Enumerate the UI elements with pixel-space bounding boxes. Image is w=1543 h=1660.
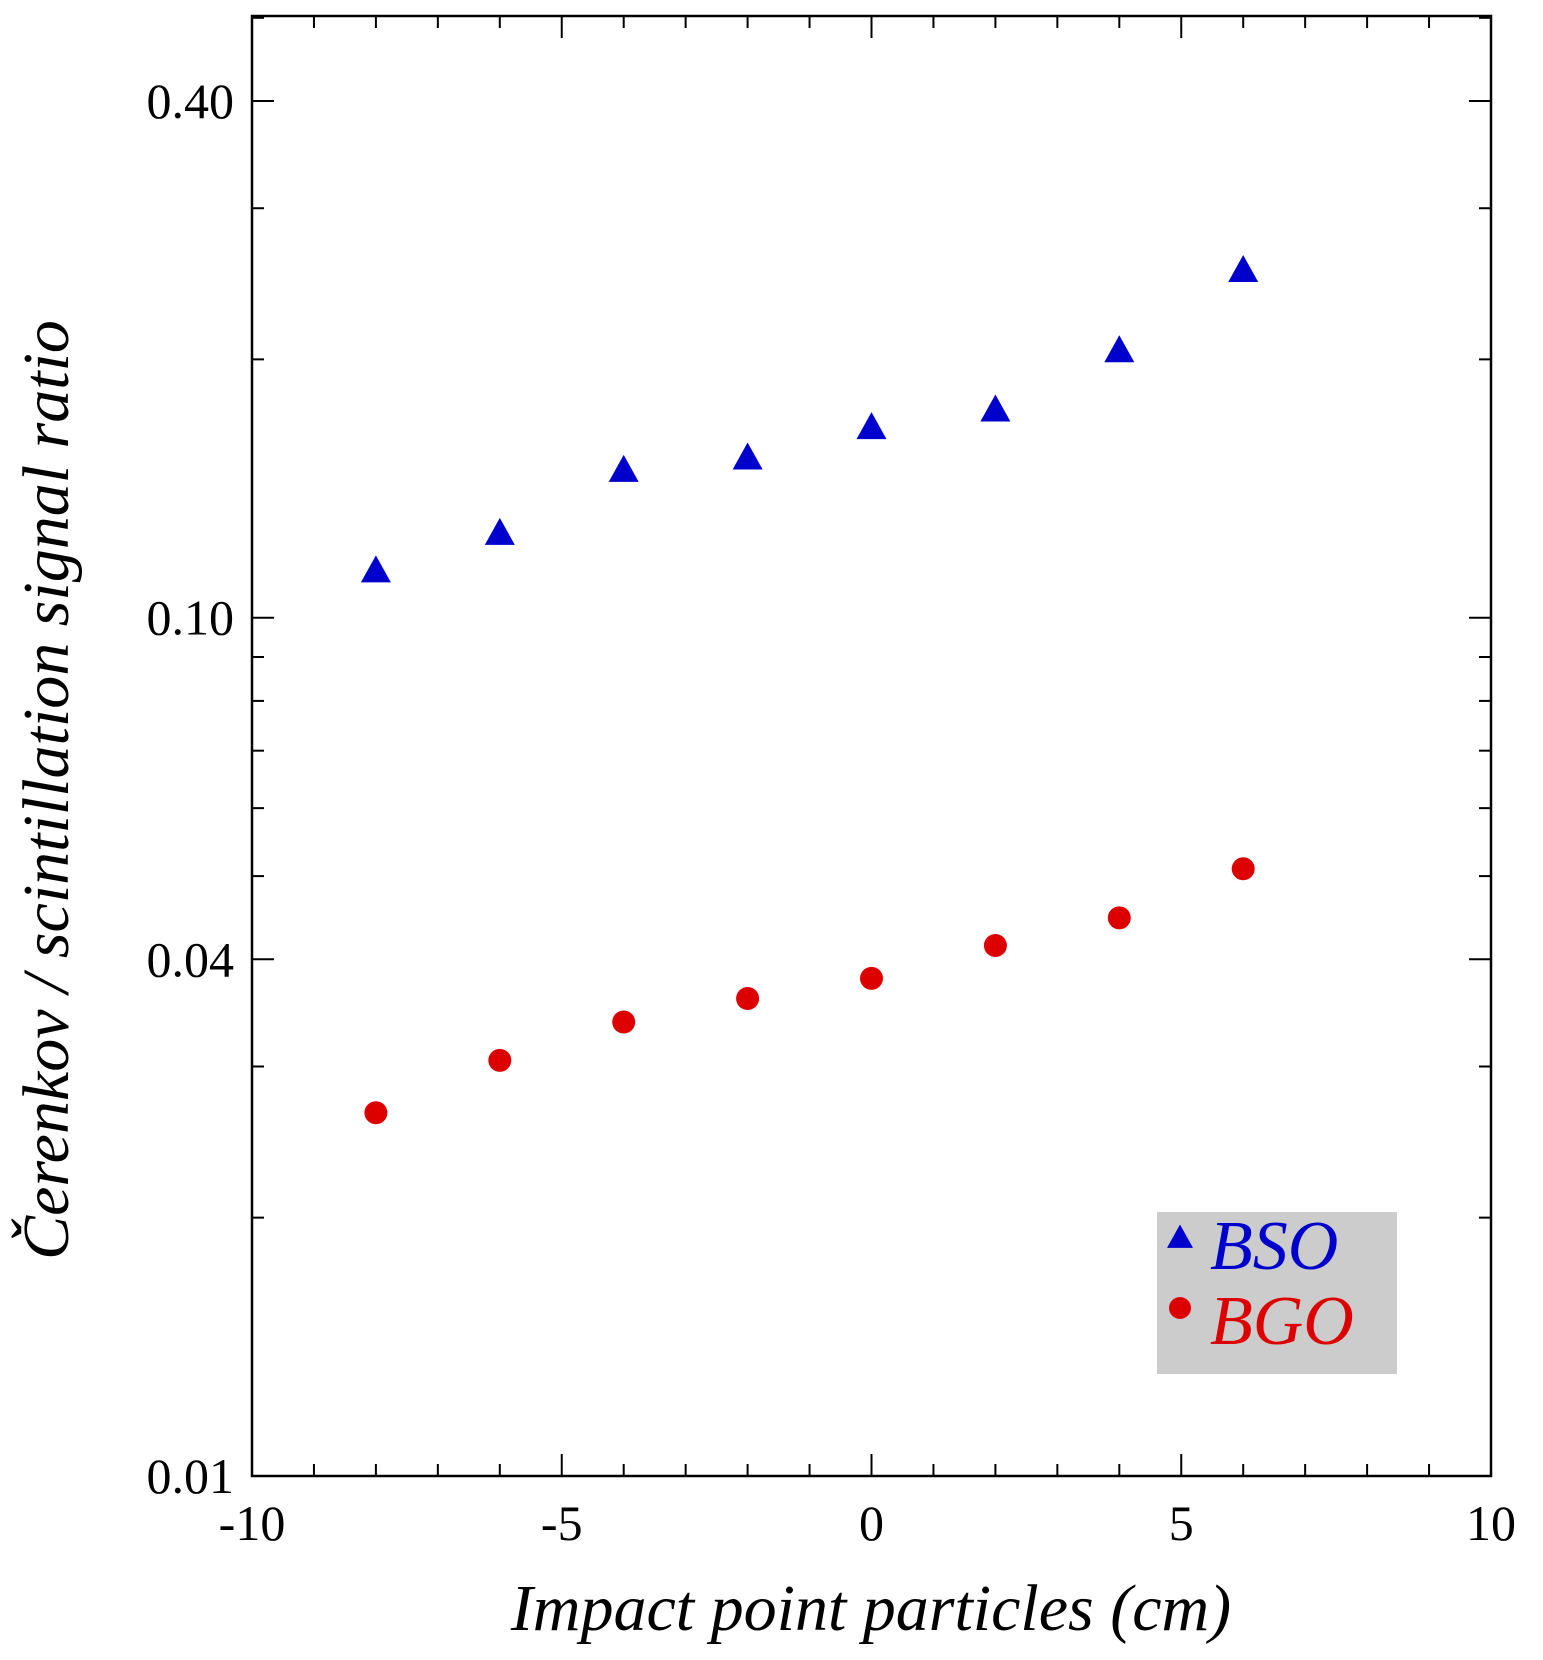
data-point-bso — [484, 517, 515, 545]
x-tick-label: 0 — [859, 1495, 884, 1551]
data-point-bso — [360, 555, 391, 583]
x-axis-title: Impact point particles (cm) — [510, 1572, 1231, 1645]
legend-background — [1157, 1212, 1397, 1374]
data-point-bgo — [736, 987, 760, 1011]
y-tick-label: 0.10 — [147, 590, 235, 646]
y-tick-label: 0.04 — [147, 931, 235, 987]
data-point-bso — [1104, 335, 1135, 363]
data-point-bso — [980, 394, 1011, 422]
data-point-bgo — [612, 1010, 636, 1034]
x-tick-label: -10 — [219, 1495, 286, 1551]
data-point-bso — [1228, 255, 1259, 283]
data-point-bgo — [1231, 857, 1255, 881]
data-point-bso — [732, 442, 763, 470]
data-point-bgo — [364, 1101, 388, 1125]
data-point-bso — [608, 454, 639, 482]
data-point-bgo — [1107, 906, 1131, 930]
legend-marker-bgo — [1169, 1297, 1191, 1319]
data-point-bgo — [860, 966, 883, 990]
legend-label-bgo: BGO — [1210, 1283, 1354, 1360]
series-bgo — [364, 857, 1255, 1125]
data-point-bgo — [983, 934, 1007, 958]
data-point-bgo — [488, 1048, 512, 1072]
y-tick-label: 0.40 — [147, 73, 235, 129]
axis-ticks — [251, 16, 1492, 1477]
data-points — [360, 255, 1259, 1125]
axis-tick-labels: -10 -5 0 5 10 0.01 0.04 0.10 0.40 — [147, 73, 1517, 1551]
series-bso — [360, 255, 1259, 583]
y-axis-title: Čerenkov / scintillation signal ratio — [10, 320, 83, 1260]
y-tick-label: 0.01 — [147, 1448, 235, 1504]
legend-label-bso: BSO — [1210, 1208, 1338, 1285]
x-tick-label: -5 — [541, 1495, 583, 1551]
data-point-bso — [856, 412, 887, 440]
x-tick-label: 5 — [1169, 1495, 1194, 1551]
x-tick-label: 10 — [1466, 1495, 1516, 1551]
legend-marker-bso — [1167, 1224, 1193, 1248]
